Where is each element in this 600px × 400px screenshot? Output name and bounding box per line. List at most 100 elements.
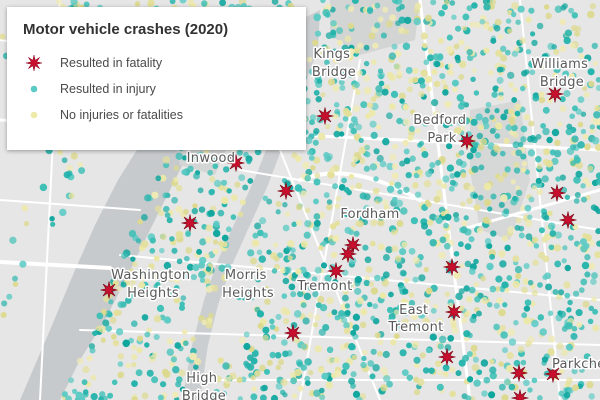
injury-crash-point [430,307,437,314]
injury-crash-point [61,157,68,164]
no-injury-crash-point [300,240,308,248]
injury-crash-point [451,14,457,20]
injury-crash-point [282,277,290,285]
injury-crash-point [1,300,8,307]
no-injury-crash-point [410,109,416,115]
injury-crash-point [555,176,561,182]
injury-crash-point [363,165,371,172]
no-injury-crash-point [515,185,521,191]
no-injury-crash-point [496,297,503,305]
injury-crash-point [66,170,73,177]
injury-crash-point [581,261,590,270]
injury-crash-point [170,290,177,297]
no-injury-crash-point [511,2,519,10]
injury-crash-point [197,187,204,194]
injury-crash-point [435,159,441,166]
injury-crash-point [352,324,360,332]
injury-crash-point [382,137,390,146]
injury-crash-point [463,285,470,292]
injury-crash-point [282,350,289,358]
injury-crash-point [302,317,310,325]
injury-crash-point [323,192,330,199]
injury-crash-point [266,249,272,255]
injury-crash-point [344,303,351,309]
injury-crash-point [549,149,556,156]
no-injury-crash-point [236,376,243,383]
injury-crash-point [141,290,148,297]
injury-crash-point [382,254,390,261]
injury-crash-point [455,292,463,301]
no-injury-crash-point [571,384,579,392]
no-injury-crash-point [334,220,340,227]
no-injury-crash-point [425,201,432,208]
injury-crash-point [199,256,207,265]
injury-crash-point [120,281,127,288]
injury-crash-point [551,157,559,165]
injury-crash-point [354,287,362,295]
no-injury-crash-point [302,161,310,169]
injury-crash-point [525,48,532,55]
injury-crash-point [175,152,183,160]
no-injury-crash-point [488,26,494,32]
no-injury-crash-point [493,145,501,153]
injury-crash-point [372,303,379,309]
injury-crash-point [464,260,472,268]
no-injury-crash-point [398,92,406,100]
injury-crash-point [518,232,525,239]
injury-crash-point [307,284,315,291]
no-injury-crash-point [320,92,326,98]
injury-crash-point [205,266,212,272]
no-injury-crash-point [413,362,420,369]
no-injury-crash-point [531,185,538,191]
place-labels: Kings Bridge Williams Bridge Bedford Par… [110,46,600,400]
injury-crash-point [570,332,578,340]
no-injury-crash-point [483,182,492,191]
legend-item-fatality: Resulted in fatality [23,50,290,76]
injury-crash-point [535,155,542,163]
injury-crash-point [447,335,455,342]
no-injury-crash-point [574,25,582,33]
no-injury-crash-point [427,219,434,226]
injury-crash-point [164,212,171,219]
injury-crash-point [463,330,471,338]
no-injury-crash-point [277,359,285,366]
injury-crash-point [315,96,322,103]
no-injury-crash-point [538,62,546,69]
injury-crash-point [537,314,545,321]
injury-crash-point [566,307,572,313]
no-injury-crash-point [172,391,179,398]
no-injury-crash-point [508,82,514,88]
no-injury-crash-point [463,336,470,342]
no-injury-crash-point [267,292,274,299]
no-injury-crash-point [506,364,514,373]
injury-crash-point [314,30,322,37]
injury-crash-point [454,171,461,178]
injury-crash-point [179,0,187,4]
no-injury-crash-point [360,308,368,316]
no-injury-crash-point [433,110,440,118]
injury-crash-point [549,230,557,237]
no-injury-crash-point [370,287,379,295]
no-injury-crash-point [574,30,581,37]
injury-crash-point [408,299,416,307]
no-injury-crash-point [385,20,393,28]
no-injury-crash-point [587,10,595,19]
injury-crash-point [348,377,356,385]
injury-crash-point [81,379,88,386]
label-washington-heights: Washington Heights [111,268,195,301]
injury-crash-point [313,389,321,397]
injury-crash-point [70,0,78,6]
no-injury-crash-point [553,48,560,55]
injury-crash-point [247,177,254,184]
injury-crash-point [442,89,449,96]
injury-crash-point [301,343,308,350]
injury-crash-point [533,243,540,249]
no-injury-crash-point [375,124,382,130]
injury-crash-point [175,376,183,383]
injury-crash-point [542,274,548,280]
injury-crash-point [391,196,398,203]
injury-crash-point [322,323,330,332]
no-injury-crash-point [306,56,313,63]
legend-label-no-injury: No injuries or fatalities [60,108,183,122]
no-injury-crash-point [207,317,213,323]
